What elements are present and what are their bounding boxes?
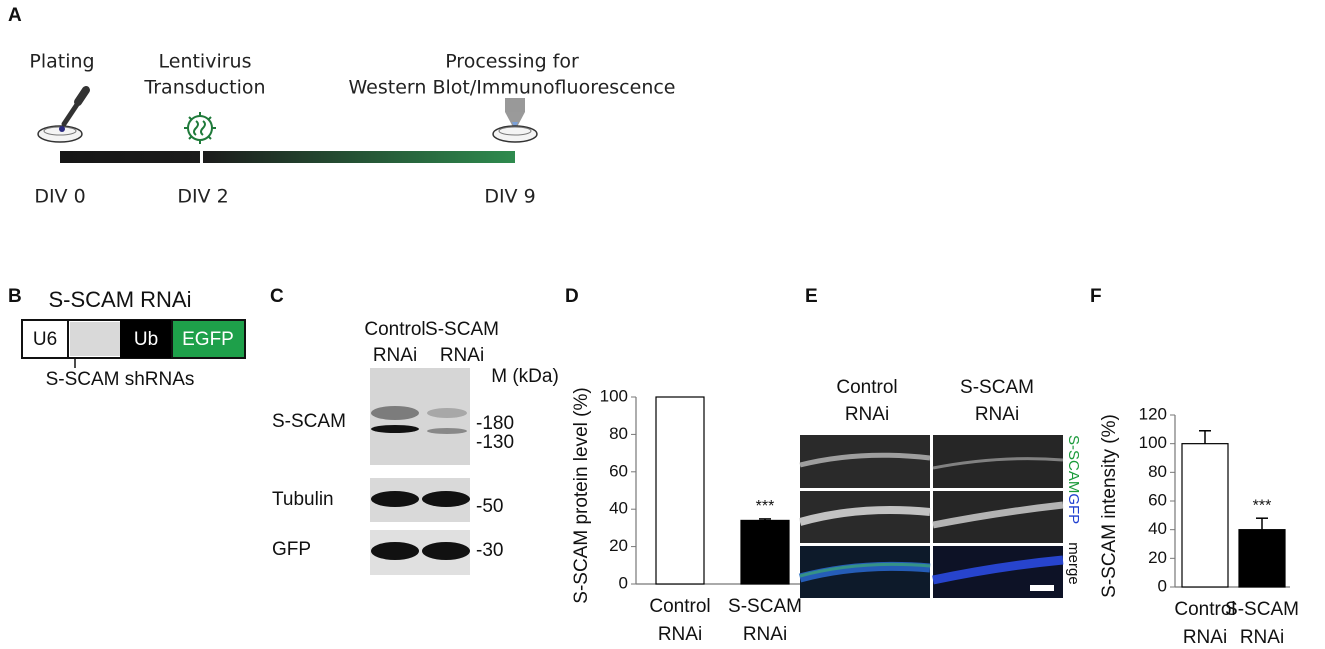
- processing-icon: [492, 98, 538, 143]
- plating-icon: [37, 86, 90, 143]
- x-tick-label: RNAi: [743, 624, 787, 645]
- construct-element: EGFP: [182, 329, 234, 350]
- y-tick-label: 80: [609, 424, 628, 443]
- step-label: Transduction: [143, 77, 265, 99]
- blot-label: Tubulin: [272, 489, 334, 510]
- panel-label: F: [1090, 286, 1102, 307]
- construct-caption: S-SCAM shRNAs: [46, 369, 195, 390]
- x-tick-label: Control: [649, 596, 710, 617]
- y-tick-label: 0: [1158, 576, 1167, 595]
- marker-label: -30: [476, 540, 503, 561]
- significance: ***: [756, 498, 775, 515]
- lane-label: S-SCAM: [425, 319, 499, 340]
- column-label: Control: [836, 377, 897, 398]
- y-tick-label: 100: [600, 386, 628, 405]
- y-tick-label: 80: [1148, 462, 1167, 481]
- step-label: Processing for: [445, 51, 579, 73]
- marker-label: -180: [476, 413, 514, 434]
- y-tick-label: 60: [1148, 490, 1167, 509]
- channel-label: S-SCAM: [1065, 435, 1082, 493]
- y-tick-label: 60: [609, 461, 628, 480]
- marker-label: -50: [476, 496, 503, 517]
- y-tick-label: 40: [1148, 519, 1167, 538]
- x-tick-label: RNAi: [1183, 627, 1227, 648]
- x-tick-label: S-SCAM: [728, 596, 802, 617]
- step-label: Western Blot/Immunofluorescence: [348, 77, 675, 99]
- panel-label: C: [270, 286, 284, 307]
- day-label: DIV 0: [34, 186, 85, 208]
- column-label: RNAi: [975, 404, 1019, 425]
- channel-labels: S-SCAMGFP merge: [1065, 435, 1082, 585]
- virus-icon: [184, 112, 216, 144]
- column-label: S-SCAM: [960, 377, 1034, 398]
- y-tick-label: 40: [609, 499, 628, 518]
- lane-label: RNAi: [373, 345, 417, 366]
- y-tick-label: 0: [619, 573, 628, 592]
- construct-element: U6: [33, 329, 57, 350]
- lane-label: Control: [364, 319, 425, 340]
- step-label: Lentivirus: [159, 51, 252, 73]
- construct-element: Ub: [134, 329, 158, 350]
- bar: [655, 396, 705, 585]
- micrographs: [798, 435, 1064, 598]
- marker-label: -130: [476, 432, 514, 453]
- significance: ***: [1253, 497, 1272, 514]
- x-tick-label: RNAi: [658, 624, 702, 645]
- y-axis-label: S-SCAM protein level (%): [571, 387, 592, 603]
- timeline-tick: [200, 148, 203, 166]
- day-label: DIV 2: [177, 186, 228, 208]
- panel-label: D: [565, 286, 579, 307]
- x-tick-label: S-SCAM: [1225, 599, 1299, 620]
- timeline-bar: [60, 151, 515, 163]
- bar: [1181, 443, 1229, 588]
- y-tick-label: 100: [1139, 433, 1167, 452]
- channel-label: GFP: [1065, 493, 1082, 524]
- x-tick-label: Control: [1174, 599, 1235, 620]
- western-blots: [370, 368, 470, 575]
- panel-label: E: [805, 286, 818, 307]
- panel-label: A: [8, 5, 22, 26]
- y-tick-label: 20: [609, 536, 628, 555]
- construct-diagram: [21, 319, 246, 368]
- construct-title: S-SCAM RNAi: [48, 287, 191, 312]
- channel-label: merge: [1065, 542, 1082, 585]
- y-tick-label: 120: [1139, 404, 1167, 423]
- step-label: Plating: [29, 51, 94, 73]
- panel-label: B: [8, 286, 22, 307]
- blot-label: S-SCAM: [272, 411, 346, 432]
- marker-header: M (kDa): [491, 366, 559, 387]
- y-axis-label: S-SCAM intensity (%): [1099, 414, 1120, 598]
- column-label: RNAi: [845, 404, 889, 425]
- blot-label: GFP: [272, 539, 311, 560]
- x-tick-label: RNAi: [1240, 627, 1284, 648]
- bar: [1238, 529, 1286, 588]
- day-label: DIV 9: [484, 186, 535, 208]
- lane-label: RNAi: [440, 345, 484, 366]
- bar: [740, 519, 790, 585]
- y-tick-label: 20: [1148, 548, 1167, 567]
